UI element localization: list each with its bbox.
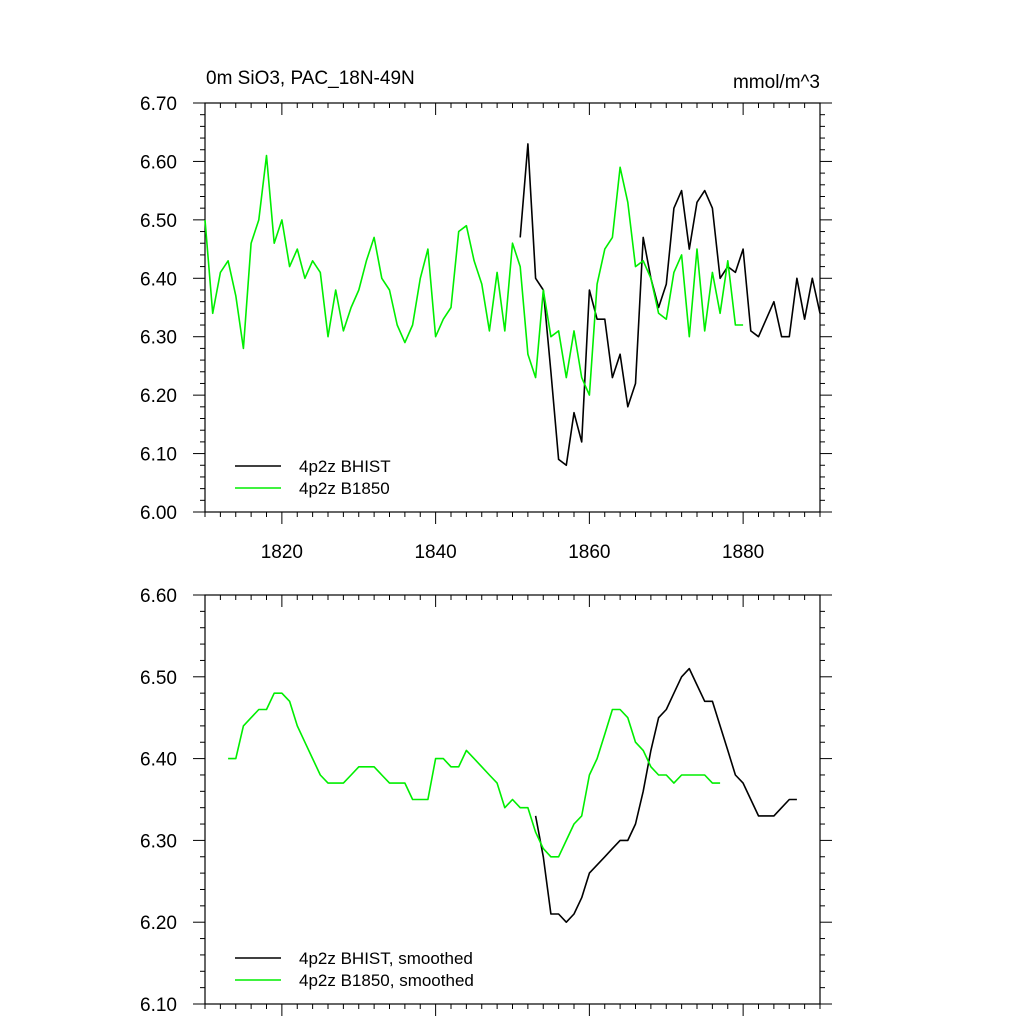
x-tick-label: 1880 xyxy=(722,542,764,563)
legend-label: 4p2z B1850, smoothed xyxy=(299,971,474,990)
legend-label: 4p2z BHIST xyxy=(299,457,391,476)
y-tick-label: 6.40 xyxy=(140,750,177,771)
chart-title: 0m SiO3, PAC_18N-49N xyxy=(206,68,415,89)
series-line-4p2z-b1850-smoothed xyxy=(228,692,721,858)
x-tick-label: 1860 xyxy=(568,542,610,563)
series-line-4p2z-bhist-smoothed xyxy=(534,667,797,924)
y-tick-label: 6.50 xyxy=(140,668,177,689)
x-tick-label: 1840 xyxy=(414,542,456,563)
plot-frame xyxy=(204,102,821,513)
y-tick-label: 6.20 xyxy=(140,913,177,934)
series-line-4p2z-bhist xyxy=(519,143,821,467)
panel-1: 1820 1840 1860 1880 6.00 6.10 6.20 6.30 6.40 6.50… xyxy=(140,94,832,563)
legend-label: 4p2z B1850 xyxy=(299,479,390,498)
y-tick-label: 6.50 xyxy=(140,211,177,232)
y-tick-label: 6.00 xyxy=(140,503,177,524)
y-tick-label: 6.30 xyxy=(140,328,177,349)
y-tick-label: 6.70 xyxy=(140,94,177,115)
y-tick-label: 6.30 xyxy=(140,831,177,852)
series-line-4p2z-b1850 xyxy=(204,154,744,396)
y-tick-label: 6.10 xyxy=(140,445,177,466)
y-tick-label: 6.60 xyxy=(140,152,177,173)
legend-label: 4p2z BHIST, smoothed xyxy=(299,949,473,968)
y-tick-label: 6.10 xyxy=(140,995,177,1016)
chart-units: mmol/m^3 xyxy=(733,72,820,93)
x-tick-label: 1820 xyxy=(261,542,303,563)
y-tick-label: 6.20 xyxy=(140,386,177,407)
y-tick-label: 6.60 xyxy=(140,586,177,607)
y-tick-label: 6.40 xyxy=(140,269,177,290)
panel-2: 6.10 6.20 6.30 6.40 6.50 6.60 4p2z BHIST, smoo… xyxy=(140,586,832,1016)
